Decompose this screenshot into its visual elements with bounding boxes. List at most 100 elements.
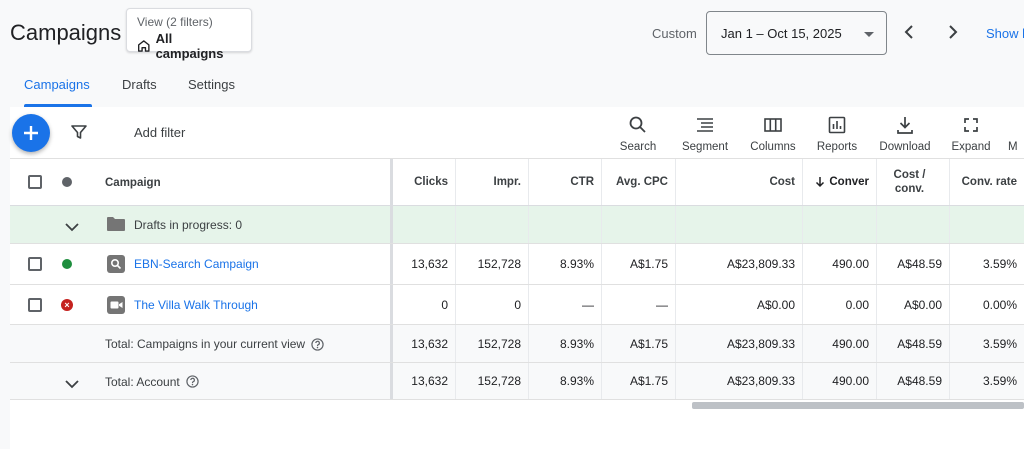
cell-conversions: 490.00 [802,244,876,284]
search-campaign-icon [107,255,125,273]
tab-drafts[interactable]: Drafts [122,77,157,92]
home-icon [138,40,150,52]
search-tool-label: Search [619,141,657,153]
drafts-spacer [528,206,601,243]
cell-conversions: 490.00 [802,363,876,399]
cell-clicks: 13,632 [390,363,455,399]
columns-tool-button[interactable]: Columns [743,115,803,153]
table-row: EBN-Search Campaign 13,632 152,728 8.93%… [10,244,1024,285]
drafts-spacer [675,206,802,243]
more-tool-button[interactable]: M [1008,115,1024,153]
chevron-right-icon [949,25,958,39]
filter-button[interactable] [70,123,88,146]
tab-settings[interactable]: Settings [188,77,235,92]
columns-tool-label: Columns [750,141,796,153]
total-row-current-view: Total: Campaigns in your current view 13… [10,325,1024,363]
help-icon[interactable] [311,337,324,351]
previous-period-button[interactable] [899,22,919,42]
cell-conversions: 490.00 [802,325,876,362]
cell-cost-per-conv: A$48.59 [876,363,949,399]
segment-icon [697,118,713,132]
expand-tool-button[interactable]: Expand [941,115,1001,153]
campaign-name-link[interactable]: EBN-Search Campaign [134,257,259,271]
horizontal-scrollbar[interactable] [692,402,1024,409]
search-icon [110,258,122,270]
cell-ctr: 8.93% [528,325,601,362]
chevron-down-icon [65,223,79,232]
date-mode-label: Custom [652,26,697,41]
cell-conv-rate: 0.00% [949,285,1024,324]
view-name: All campaigns [137,31,241,61]
drafts-spacer [802,206,876,243]
show-link[interactable]: Show l [986,26,1024,41]
column-header-campaign[interactable]: Campaign [105,176,161,189]
add-filter-input[interactable]: Add filter [134,125,186,140]
drafts-spacer [876,206,949,243]
cell-avg-cpc: — [601,285,675,324]
tab-campaigns[interactable]: Campaigns [24,77,90,92]
view-name-label: All campaigns [155,31,224,61]
cell-avg-cpc: A$1.75 [601,325,675,362]
column-header-cost-per-conv[interactable]: Cost / conv. [876,159,949,205]
status-enabled-icon[interactable] [62,259,72,269]
total-account-text: Total: Account [105,374,180,389]
column-header-impr[interactable]: Impr. [455,159,528,205]
column-header-cost[interactable]: Cost [675,159,802,205]
view-filter-count: View (2 filters) [137,15,213,29]
select-all-checkbox[interactable] [28,175,42,189]
cell-cost: A$23,809.33 [675,244,802,284]
download-icon [897,117,913,134]
help-icon[interactable] [186,375,199,388]
cost-per-conv-header-line1: Cost / [893,169,926,181]
download-tool-label: Download [879,141,931,153]
column-header-conv-rate[interactable]: Conv. rate [949,159,1024,205]
cell-clicks: 13,632 [390,244,455,284]
more-tool-label: M [1008,141,1018,153]
search-tool-button[interactable]: Search [608,115,668,153]
column-header-ctr[interactable]: CTR [528,159,601,205]
drafts-spacer [390,206,455,243]
cell-impr: 152,728 [455,244,528,284]
campaigns-panel: Add filter Search Segment Columns Report… [10,107,1024,449]
cell-conv-rate: 3.59% [949,325,1024,362]
table-header-row: Campaign Clicks Impr. CTR Avg. CPC Cost … [10,159,1024,206]
next-period-button[interactable] [943,22,963,42]
cell-impr: 152,728 [455,363,528,399]
cell-cost: A$0.00 [675,285,802,324]
status-removed-icon[interactable]: × [61,299,73,311]
cell-ctr: 8.93% [528,244,601,284]
segment-tool-button[interactable]: Segment [675,115,735,153]
expand-drafts-button[interactable] [65,219,79,237]
caret-down-icon [864,32,874,37]
date-range-select[interactable]: Jan 1 – Oct 15, 2025 [706,11,887,55]
status-column-icon[interactable] [62,177,72,187]
campaign-name-link[interactable]: The Villa Walk Through [134,298,258,312]
row-checkbox[interactable] [28,257,42,271]
cell-cost-per-conv: A$0.00 [876,285,949,324]
expand-account-total-button[interactable] [65,376,79,394]
column-header-clicks[interactable]: Clicks [390,159,455,205]
total-current-view-label: Total: Campaigns in your current view [105,325,324,363]
more-icon [1008,115,1010,135]
search-icon [629,116,646,133]
cell-conv-rate: 3.59% [949,244,1024,284]
total-current-view-text: Total: Campaigns in your current view [105,337,306,351]
table-toolbar: Add filter Search Segment Columns Report… [10,107,1024,159]
drafts-spacer [601,206,675,243]
column-header-conversions[interactable]: Conver [802,159,876,205]
create-campaign-button[interactable] [12,114,50,152]
cell-impr: 0 [455,285,528,324]
drafts-row: Drafts in progress: 0 [10,206,1024,244]
download-tool-button[interactable]: Download [875,115,935,153]
tab-bar: Campaigns Drafts Settings [0,62,1024,107]
date-range-value: Jan 1 – Oct 15, 2025 [721,25,842,41]
plus-icon [24,126,38,140]
drafts-label: Drafts in progress: 0 [134,218,243,232]
view-selector[interactable]: View (2 filters) All campaigns [126,8,252,61]
cell-impr: 152,728 [455,325,528,362]
reports-icon [828,116,846,134]
reports-tool-button[interactable]: Reports [807,115,867,153]
column-header-avg-cpc[interactable]: Avg. CPC [601,159,675,205]
video-icon [110,301,122,309]
row-checkbox[interactable] [28,298,42,312]
